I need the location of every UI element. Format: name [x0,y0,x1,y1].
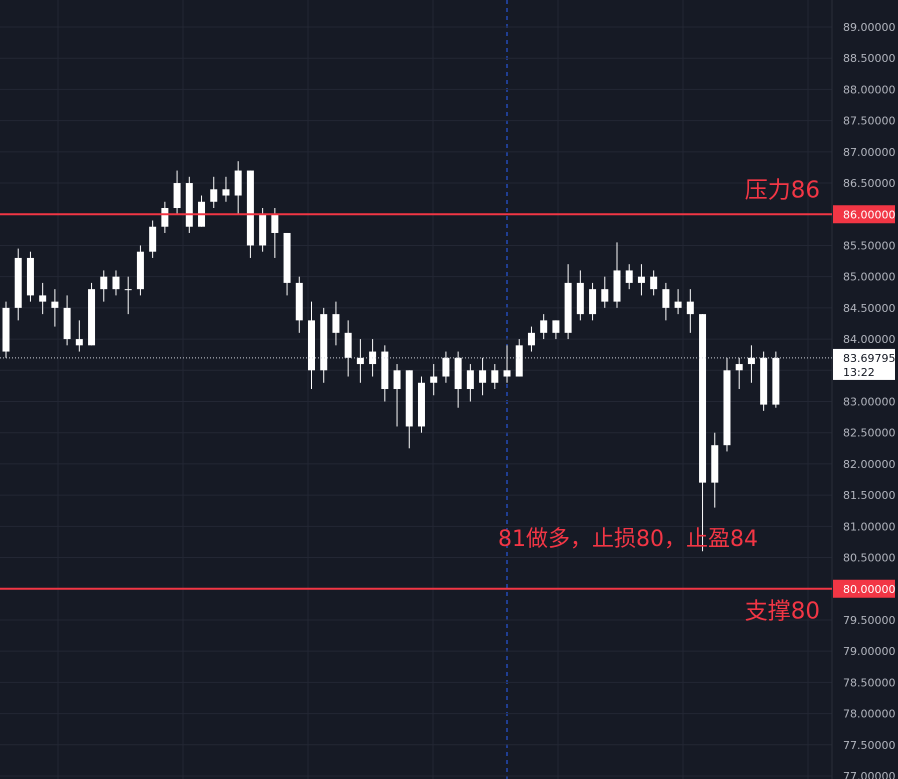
y-tick-label: 88.50000 [843,52,896,65]
candle-body [381,351,389,390]
candle-body [747,357,755,365]
candle-body [515,345,523,377]
candle-body [222,189,230,196]
price-axis [832,0,898,779]
y-tick-label: 81.00000 [843,520,896,533]
current-price-tag [833,348,895,380]
candle-body [527,332,535,346]
candle-body [100,276,108,290]
candle-body [503,370,511,377]
candle-body [124,289,132,291]
price-tag [833,579,895,598]
price-tag-label: 86.00000 [843,208,896,221]
candle-body [26,257,34,296]
candle-body [686,301,694,315]
y-tick-label: 84.50000 [843,302,896,315]
candle-body [540,320,548,333]
y-tick-label: 80.50000 [843,552,896,565]
candle-body [393,370,401,390]
candle-body [14,257,22,308]
candle-body [88,289,96,346]
candle-body [63,307,71,340]
candle-body [271,214,279,233]
y-tick-label: 78.50000 [843,676,896,689]
y-tick-label: 77.50000 [843,739,896,752]
candle-body [51,301,59,308]
candle-body [711,445,719,483]
annotation: 81做多，止损80，止盈84 [498,527,758,552]
candle-body [259,214,267,246]
candle-body [613,270,621,302]
candle-body [332,314,340,333]
candle-body [454,357,462,390]
candle-body [308,320,315,371]
candle-body [564,282,572,333]
candle-body [161,208,169,227]
candle-body [479,370,487,383]
vertical-grid [57,0,809,779]
candle-body [589,289,597,315]
candle-body [760,357,768,405]
candle-body [39,295,47,302]
price-tag-label: 80.00000 [843,583,896,596]
candle-body [699,314,707,483]
y-tick-label: 85.00000 [843,271,896,284]
price-tag [833,205,895,224]
current-price-label: 83.69795 [843,352,896,365]
candle-body [283,232,291,283]
candle-body [552,320,560,333]
candle-body [417,382,425,427]
candle-body [662,289,670,308]
candle-body [625,270,633,283]
candle-body [112,276,120,290]
candle-body [356,357,364,365]
y-tick-label: 88.00000 [843,83,896,96]
candle-body [320,314,328,371]
candle-body [149,226,157,252]
candle-body [430,376,438,383]
candle-body [735,364,743,371]
candle-body [772,357,780,405]
candle-body [491,370,499,383]
candle-body [466,370,474,390]
candle-body [344,332,352,358]
candle-body [295,282,303,321]
candle-body [601,289,609,302]
y-tick-label: 87.00000 [843,146,896,159]
y-tick-label: 79.00000 [843,645,896,658]
y-tick-label: 79.50000 [843,614,896,627]
candle-body [2,307,10,352]
line-note: 压力86 [745,178,820,204]
y-tick-label: 82.50000 [843,427,896,440]
candle-body [405,370,413,427]
candle-body [650,276,658,290]
candle-body [136,251,144,290]
line-note: 支撑80 [745,599,820,625]
y-tick-label: 84.00000 [843,333,896,346]
y-tick-label: 81.50000 [843,489,896,502]
candle-body [210,189,218,202]
candle-body [576,282,584,315]
countdown-label: 13:22 [843,366,875,379]
candle-body [723,370,731,446]
candle-body [234,170,242,196]
candle-body [185,183,193,227]
y-tick-label: 77.00000 [843,770,896,779]
candle-body [173,183,181,209]
y-tick-label: 87.50000 [843,115,896,128]
y-tick-label: 78.00000 [843,708,896,721]
y-tick-label: 82.00000 [843,458,896,471]
candle-body [637,276,645,283]
candle-body [442,357,450,377]
candle-body [674,301,682,308]
y-tick-label: 89.00000 [843,21,896,34]
candle-body [75,339,83,346]
y-tick-label: 83.00000 [843,396,896,409]
y-tick-label: 86.50000 [843,177,896,190]
candle-body [246,170,254,246]
y-tick-label: 85.50000 [843,239,896,252]
